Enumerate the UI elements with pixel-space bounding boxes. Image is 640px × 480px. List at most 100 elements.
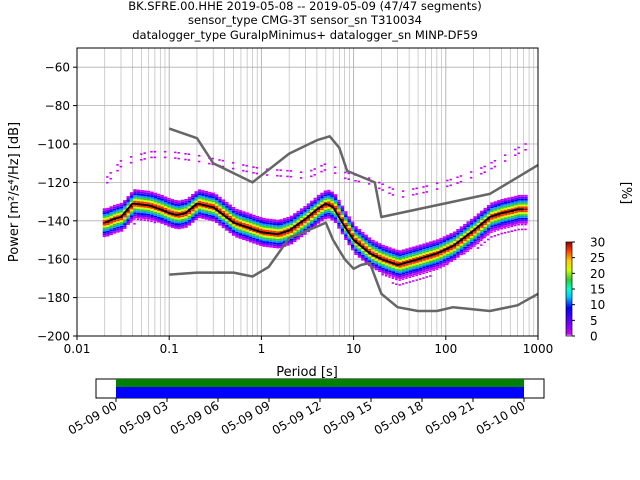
- psd-cell: [333, 205, 338, 208]
- psd-cell: [442, 236, 447, 239]
- psd-cell: [208, 207, 212, 209]
- psd-cell: [133, 206, 137, 209]
- psd-cell: [476, 217, 481, 220]
- psd-cell: [388, 251, 392, 253]
- psd-cell: [337, 201, 341, 204]
- psd-cell: [371, 243, 375, 246]
- psd-cell: [170, 201, 175, 203]
- psd-cell: [238, 235, 243, 237]
- psd-cell: [398, 258, 402, 260]
- psd-cell: [327, 209, 331, 211]
- psd-cell: [520, 210, 525, 213]
- psd-cell: [435, 264, 440, 267]
- psd-cell: [388, 247, 392, 250]
- psd-cell: [408, 281, 412, 283]
- psd-cell: [520, 228, 524, 231]
- psd-cell: [299, 229, 304, 232]
- psd-plot: 0.01 0.1 1 10 100 1000 −60−80−100−120−140−160…: [7, 47, 553, 380]
- psd-cell: [238, 225, 243, 228]
- psd-cell: [245, 237, 249, 240]
- psd-cell: [235, 214, 239, 217]
- psd-cell: [133, 193, 137, 195]
- psd-cell: [340, 215, 345, 218]
- psd-cell: [449, 236, 453, 239]
- psd-cell: [187, 212, 192, 215]
- psd-cell: [150, 218, 154, 221]
- psd-cell: [323, 190, 328, 193]
- psd-cell: [109, 231, 113, 234]
- psd-cell: [180, 211, 185, 214]
- psd-cell: [153, 150, 157, 153]
- psd-cell: [480, 216, 484, 219]
- psd-cell: [112, 206, 117, 209]
- psd-cell: [214, 198, 219, 200]
- psd-cell: [378, 270, 382, 272]
- psd-cell: [354, 233, 358, 236]
- psd-cell: [238, 219, 243, 222]
- psd-cell: [242, 228, 246, 231]
- psd-cell: [279, 169, 282, 171]
- psd-cell: [119, 222, 124, 224]
- psd-cell: [367, 183, 371, 185]
- psd-cell: [405, 271, 409, 274]
- psd-cell: [520, 196, 525, 199]
- psd-cell: [282, 221, 287, 224]
- psd-cell: [157, 195, 161, 198]
- psd-cell: [272, 238, 277, 241]
- psd-cell: [395, 255, 399, 258]
- psd-cell: [231, 224, 236, 227]
- psd-cell: [102, 221, 107, 224]
- psd-cell: [374, 245, 379, 248]
- timeline-tick-label: 05-09 03: [117, 398, 171, 437]
- psd-cell: [187, 204, 192, 207]
- psd-cell: [446, 252, 450, 254]
- psd-cell: [289, 242, 294, 245]
- psd-cell: [194, 193, 198, 195]
- psd-cell: [191, 197, 195, 200]
- psd-cell: [483, 230, 487, 233]
- psd-cell: [493, 235, 497, 237]
- psd-cell: [272, 230, 277, 233]
- psd-cell: [129, 217, 134, 219]
- psd-cell: [259, 242, 263, 244]
- psd-cell: [146, 192, 151, 195]
- psd-cell: [116, 224, 120, 227]
- psd-cell: [418, 278, 422, 280]
- psd-cell: [412, 252, 416, 255]
- psd-cell: [126, 196, 130, 198]
- psd-cell: [323, 207, 328, 210]
- psd-cell: [469, 226, 474, 229]
- psd-cell: [197, 200, 202, 203]
- psd-cell: [252, 216, 256, 219]
- psd-cell: [184, 208, 188, 211]
- title-line-1: BK.SFRE.00.HHE 2019-05-08 -- 2019-05-09 …: [128, 0, 482, 13]
- psd-cell: [401, 253, 406, 256]
- psd-cell: [286, 241, 290, 244]
- psd-cell: [398, 275, 402, 278]
- psd-cell: [279, 219, 283, 222]
- psd-cell: [262, 227, 266, 230]
- psd-cell: [476, 215, 481, 218]
- psd-cell: [422, 260, 426, 263]
- psd-cell: [517, 198, 521, 201]
- psd-cell: [153, 213, 158, 216]
- psd-cell: [408, 257, 413, 259]
- psd-cell: [476, 240, 481, 243]
- psd-cell: [109, 221, 113, 224]
- psd-cell: [197, 160, 201, 163]
- psd-cell: [129, 161, 133, 164]
- psd-cell: [303, 206, 307, 208]
- psd-cell: [452, 252, 457, 255]
- psd-cell: [126, 217, 130, 220]
- psd-cell: [316, 202, 321, 205]
- psd-cell: [163, 213, 168, 216]
- psd-cell: [327, 191, 331, 194]
- psd-cell: [214, 219, 219, 222]
- psd-cell: [384, 249, 389, 252]
- psd-cell: [221, 210, 226, 213]
- psd-cell: [381, 250, 385, 253]
- psd-cell: [265, 220, 270, 223]
- psd-cell: [412, 265, 416, 268]
- psd-cell: [524, 217, 528, 220]
- psd-cell: [412, 256, 416, 258]
